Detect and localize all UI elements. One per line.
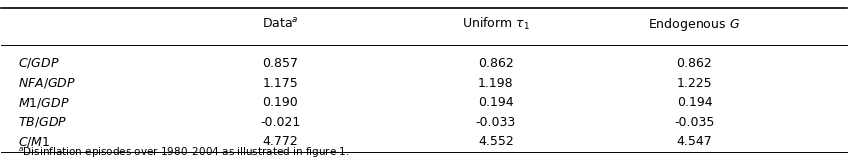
Text: 4.772: 4.772 — [262, 135, 298, 148]
Text: 4.552: 4.552 — [478, 135, 514, 148]
Text: -0.021: -0.021 — [260, 116, 300, 129]
Text: $NFA/GDP$: $NFA/GDP$ — [19, 76, 76, 90]
Text: 4.547: 4.547 — [677, 135, 712, 148]
Text: 0.862: 0.862 — [677, 57, 712, 70]
Text: 0.857: 0.857 — [262, 57, 298, 70]
Text: Uniform $\tau_1$: Uniform $\tau_1$ — [462, 16, 530, 32]
Text: $C/M1$: $C/M1$ — [19, 135, 51, 149]
Text: 1.225: 1.225 — [677, 77, 712, 89]
Text: Endogenous $G$: Endogenous $G$ — [649, 16, 740, 33]
Text: 1.175: 1.175 — [262, 77, 298, 89]
Text: 1.198: 1.198 — [478, 77, 514, 89]
Text: $^a$Disinflation episodes over 1980–2004 as illustrated in figure 1.: $^a$Disinflation episodes over 1980–2004… — [19, 145, 350, 160]
Text: $C/GDP$: $C/GDP$ — [19, 56, 60, 70]
Text: $M1/GDP$: $M1/GDP$ — [19, 96, 70, 110]
Text: -0.033: -0.033 — [476, 116, 516, 129]
Text: -0.035: -0.035 — [674, 116, 715, 129]
Text: 0.190: 0.190 — [262, 96, 298, 109]
Text: 0.862: 0.862 — [478, 57, 514, 70]
Text: Data$^a$: Data$^a$ — [262, 17, 298, 31]
Text: 0.194: 0.194 — [677, 96, 712, 109]
Text: 0.194: 0.194 — [478, 96, 514, 109]
Text: $TB/GDP$: $TB/GDP$ — [19, 115, 68, 129]
